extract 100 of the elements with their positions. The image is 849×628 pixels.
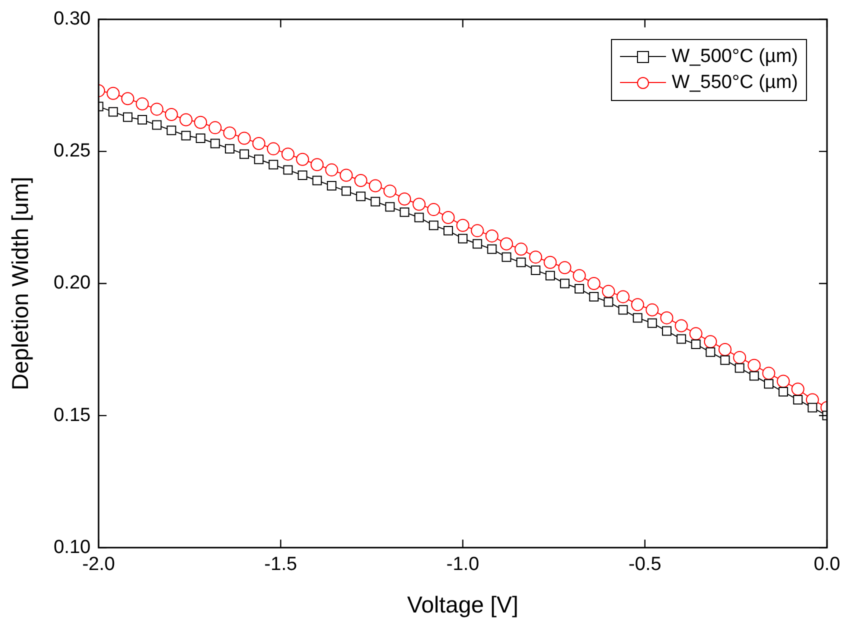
point: [400, 207, 410, 217]
point: [502, 252, 512, 262]
point: [720, 355, 730, 365]
point: [210, 138, 220, 148]
x-axis-title: Voltage [V]: [407, 592, 518, 618]
point: [718, 343, 732, 356]
x-tick-label: -1.0: [446, 554, 480, 576]
point: [298, 170, 308, 180]
point: [356, 192, 366, 202]
point: [340, 168, 353, 182]
point: [108, 107, 118, 117]
point: [544, 256, 557, 269]
point: [442, 210, 455, 224]
point: [224, 144, 234, 154]
point: [734, 363, 744, 373]
y-axis-title: Depletion Width [um]: [7, 176, 34, 390]
point: [412, 198, 426, 211]
point: [470, 224, 484, 238]
point: [281, 148, 294, 161]
point: [254, 154, 264, 164]
point: [704, 335, 717, 348]
point: [325, 163, 338, 176]
y-tick-label: 0.30: [54, 8, 91, 30]
point: [618, 305, 628, 315]
point: [691, 340, 701, 349]
point: [646, 303, 659, 316]
point: [150, 102, 164, 116]
point: [138, 115, 148, 124]
point: [398, 192, 412, 206]
point: [500, 237, 513, 250]
y-tick-label: 0.25: [54, 140, 91, 162]
point: [136, 97, 149, 110]
point: [283, 165, 293, 175]
point: [485, 229, 498, 242]
point: [558, 261, 572, 274]
point: [166, 126, 176, 136]
point: [238, 132, 251, 145]
point: [706, 347, 716, 357]
legend-label: W_500°C (µm): [672, 46, 798, 68]
point: [383, 184, 396, 198]
point: [312, 176, 322, 186]
point: [545, 270, 555, 280]
point: [572, 269, 586, 282]
point: [516, 258, 526, 268]
point: [208, 121, 222, 134]
point: [106, 86, 120, 100]
point: [458, 234, 468, 244]
point: [223, 126, 236, 140]
point: [164, 108, 178, 121]
point: [529, 250, 542, 264]
point: [632, 313, 642, 323]
point: [748, 358, 761, 372]
point: [602, 284, 615, 298]
point: [791, 382, 804, 396]
point: [266, 142, 280, 156]
point: [778, 387, 788, 397]
point: [808, 402, 818, 412]
point: [121, 92, 134, 106]
point: [589, 292, 599, 302]
point: [689, 327, 702, 340]
point: [647, 318, 657, 328]
point: [487, 244, 497, 254]
point: [587, 277, 600, 290]
point: [252, 137, 266, 150]
point: [443, 226, 453, 236]
point: [560, 278, 570, 288]
point: [776, 374, 790, 388]
point: [616, 290, 630, 304]
point: [631, 298, 644, 312]
point: [660, 311, 674, 324]
y-tick-label: 0.20: [54, 272, 91, 294]
point: [530, 266, 540, 276]
point: [268, 160, 278, 170]
y-tick-label: 0.15: [54, 404, 91, 426]
point: [427, 203, 440, 216]
legend-label: W_550°C (µm): [672, 72, 798, 94]
point: [762, 366, 776, 380]
point: [604, 297, 614, 307]
point: [342, 186, 351, 196]
point: [194, 116, 208, 129]
point: [354, 174, 368, 187]
point: [676, 334, 686, 344]
point: [296, 152, 310, 166]
point: [240, 149, 250, 159]
x-tick-label: -1.5: [264, 554, 298, 576]
point: [662, 326, 672, 336]
point: [152, 120, 162, 130]
point: [368, 179, 382, 192]
point: [414, 212, 424, 222]
point: [310, 158, 324, 172]
point: [749, 371, 759, 381]
point: [370, 196, 380, 206]
point: [385, 202, 395, 212]
point: [181, 130, 191, 140]
point: [428, 220, 438, 230]
point: [196, 134, 206, 143]
x-tick-label: 0.0: [814, 554, 840, 576]
point: [456, 218, 470, 232]
point: [179, 113, 192, 126]
x-tick-label: -0.5: [628, 554, 662, 576]
